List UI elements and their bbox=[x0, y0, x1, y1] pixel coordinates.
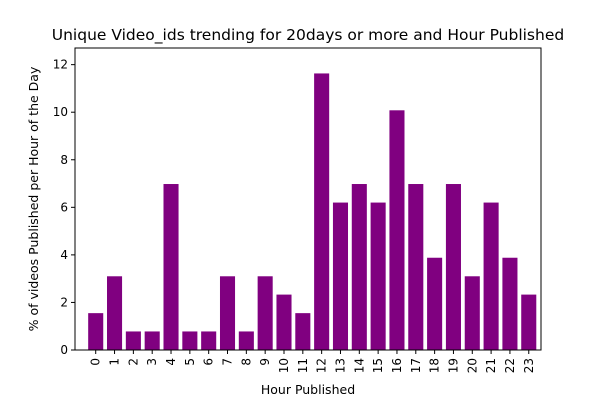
bar-hour-16 bbox=[389, 110, 405, 350]
y-tick-label-12: 12 bbox=[53, 58, 68, 72]
x-axis-label: Hour Published bbox=[261, 382, 355, 397]
y-axis-label: % of videos Published per Hour of the Da… bbox=[26, 66, 41, 331]
bar-hour-13 bbox=[332, 202, 349, 350]
x-tick-label-12: 12 bbox=[315, 358, 329, 373]
bar-hour-8 bbox=[238, 331, 254, 350]
bars-group bbox=[88, 73, 537, 350]
x-tick-label-3: 3 bbox=[145, 358, 159, 366]
x-axis-ticks: 0 1 2 3 4 5 6 7 8 9 10 11 12 13 14 15 16 17 18 19 20 21 22 23 bbox=[89, 350, 536, 373]
bar-hour-0 bbox=[88, 313, 104, 350]
x-tick-label-20: 20 bbox=[465, 358, 479, 373]
x-tick-label-7: 7 bbox=[221, 358, 235, 366]
bar-hour-21 bbox=[483, 202, 499, 350]
x-tick-label-10: 10 bbox=[277, 358, 291, 373]
bar-hour-15 bbox=[370, 202, 386, 350]
bar-hour-1 bbox=[107, 276, 123, 350]
bar-hour-12 bbox=[314, 73, 330, 350]
x-tick-label-22: 22 bbox=[503, 358, 517, 373]
x-tick-label-18: 18 bbox=[428, 358, 442, 373]
plot-frame bbox=[74, 47, 542, 351]
x-tick-label-8: 8 bbox=[239, 358, 253, 366]
bar-hour-14 bbox=[351, 184, 367, 350]
bar-hour-9 bbox=[257, 276, 273, 350]
x-tick-label-14: 14 bbox=[352, 358, 366, 373]
bar-hour-6 bbox=[201, 331, 217, 350]
bar-hour-10 bbox=[276, 294, 292, 350]
bar-hour-20 bbox=[464, 276, 480, 350]
bar-hour-2 bbox=[125, 331, 141, 350]
x-tick-label-9: 9 bbox=[258, 358, 272, 366]
bar-hour-4 bbox=[163, 184, 179, 350]
bar-hour-3 bbox=[144, 331, 160, 350]
chart-title: Unique Video_ids trending for 20days or … bbox=[52, 26, 564, 45]
bar-hour-18 bbox=[427, 257, 443, 350]
y-tick-label-0: 0 bbox=[60, 343, 68, 357]
x-tick-label-19: 19 bbox=[446, 358, 460, 373]
bar-hour-23 bbox=[521, 294, 537, 350]
x-tick-label-2: 2 bbox=[126, 358, 140, 366]
y-axis-ticks: 0 2 4 6 8 10 12 bbox=[53, 58, 75, 357]
x-tick-label-4: 4 bbox=[164, 358, 178, 366]
x-tick-label-6: 6 bbox=[202, 358, 216, 366]
x-tick-label-11: 11 bbox=[296, 358, 310, 373]
x-tick-label-1: 1 bbox=[108, 358, 122, 366]
bar-hour-5 bbox=[182, 331, 198, 350]
x-tick-label-5: 5 bbox=[183, 358, 197, 366]
x-tick-label-15: 15 bbox=[371, 358, 385, 373]
x-tick-label-17: 17 bbox=[409, 358, 423, 373]
x-tick-label-21: 21 bbox=[484, 358, 498, 373]
bar-hour-11 bbox=[295, 313, 311, 350]
y-tick-label-4: 4 bbox=[60, 248, 68, 262]
bar-hour-19 bbox=[445, 184, 461, 350]
y-tick-label-6: 6 bbox=[60, 200, 68, 214]
y-tick-label-10: 10 bbox=[53, 105, 68, 119]
y-tick-label-2: 2 bbox=[60, 295, 68, 309]
bar-hour-22 bbox=[502, 257, 518, 350]
x-tick-label-16: 16 bbox=[390, 358, 404, 373]
bar-hour-7 bbox=[219, 276, 236, 350]
y-tick-label-8: 8 bbox=[60, 153, 68, 167]
x-tick-label-13: 13 bbox=[333, 358, 347, 373]
x-tick-label-23: 23 bbox=[522, 358, 536, 373]
bar-hour-17 bbox=[408, 184, 424, 350]
x-tick-label-0: 0 bbox=[89, 358, 103, 366]
